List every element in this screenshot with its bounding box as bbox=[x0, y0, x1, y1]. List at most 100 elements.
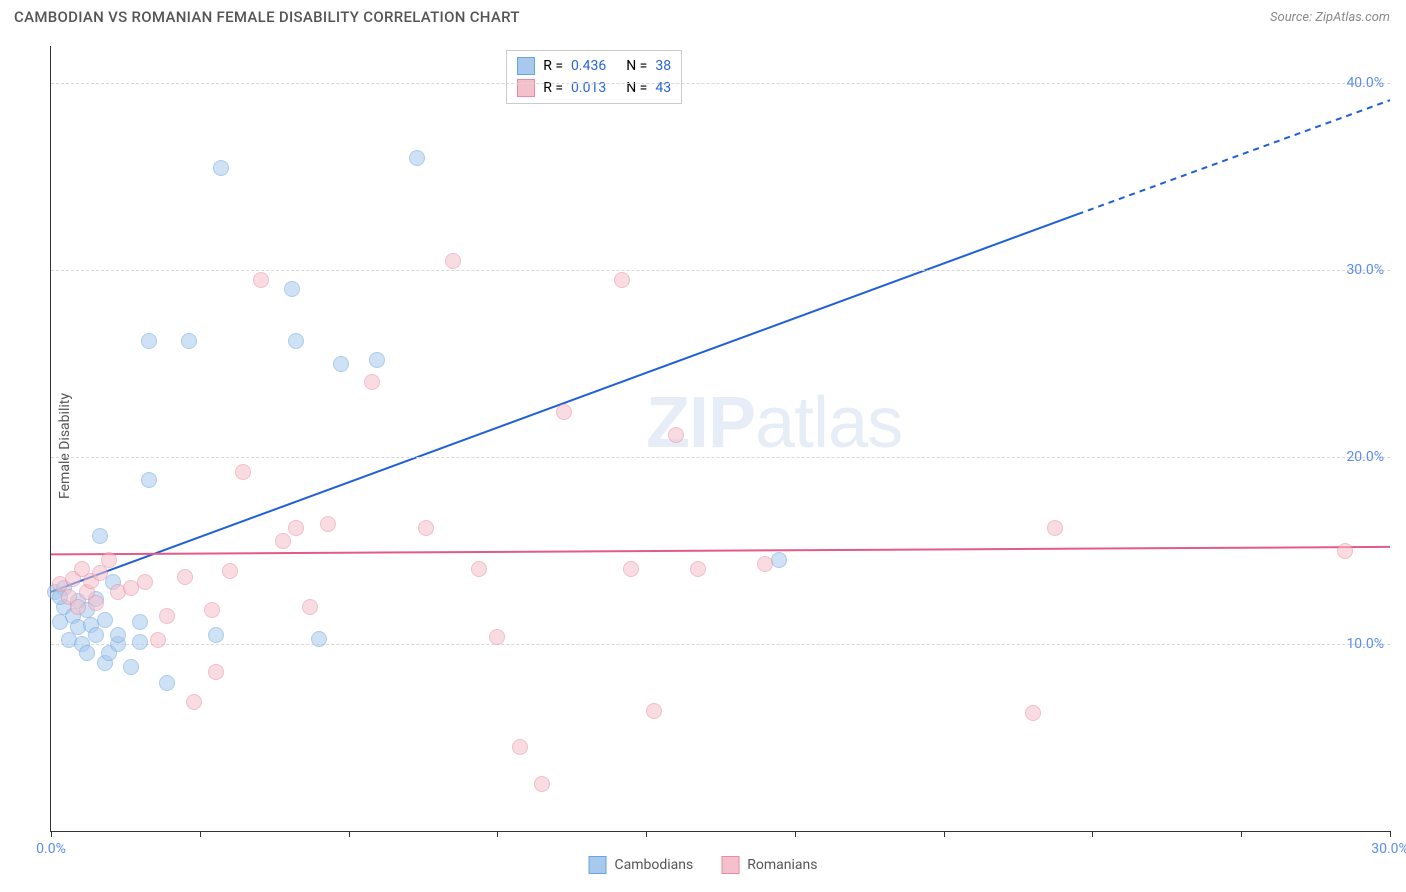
x-tick bbox=[1241, 831, 1242, 837]
scatter-point bbox=[132, 634, 148, 650]
scatter-point bbox=[213, 160, 229, 176]
scatter-point bbox=[97, 612, 113, 628]
y-tick-label: 20.0% bbox=[1346, 449, 1384, 465]
legend-label: Cambodians bbox=[615, 857, 694, 873]
legend-item: Romanians bbox=[721, 856, 817, 874]
gridline bbox=[51, 270, 1390, 271]
x-tick bbox=[497, 831, 498, 837]
scatter-point bbox=[690, 561, 706, 577]
scatter-point bbox=[1047, 520, 1063, 536]
scatter-point bbox=[235, 464, 251, 480]
trend-lines-svg bbox=[51, 46, 1390, 831]
scatter-point bbox=[101, 552, 117, 568]
gridline bbox=[51, 457, 1390, 458]
scatter-point bbox=[646, 703, 662, 719]
scatter-point bbox=[132, 614, 148, 630]
scatter-point bbox=[208, 664, 224, 680]
scatter-point bbox=[1337, 543, 1353, 559]
trend-line bbox=[51, 547, 1390, 554]
scatter-point bbox=[288, 520, 304, 536]
legend-swatch bbox=[517, 79, 535, 97]
watermark-zip: ZIP bbox=[646, 383, 755, 463]
x-tick bbox=[944, 831, 945, 837]
x-tick bbox=[1390, 831, 1391, 837]
scatter-point bbox=[288, 333, 304, 349]
scatter-point bbox=[275, 533, 291, 549]
scatter-point bbox=[150, 632, 166, 648]
chart-source: Source: ZipAtlas.com bbox=[1270, 10, 1390, 25]
y-tick-label: 30.0% bbox=[1346, 262, 1384, 278]
legend-r-value: 0.436 bbox=[571, 58, 606, 74]
scatter-point bbox=[623, 561, 639, 577]
legend-label: Romanians bbox=[747, 857, 817, 873]
y-tick-label: 40.0% bbox=[1346, 75, 1384, 91]
scatter-point bbox=[123, 659, 139, 675]
correlation-legend-row: R = 0.013N = 43 bbox=[517, 77, 671, 99]
x-tick bbox=[200, 831, 201, 837]
series-legend: Cambodians Romanians bbox=[589, 856, 818, 874]
x-tick bbox=[51, 831, 52, 837]
scatter-point bbox=[88, 627, 104, 643]
x-tick bbox=[349, 831, 350, 837]
scatter-point bbox=[177, 569, 193, 585]
scatter-point bbox=[253, 272, 269, 288]
scatter-point bbox=[141, 472, 157, 488]
scatter-point bbox=[614, 272, 630, 288]
scatter-point bbox=[284, 281, 300, 297]
scatter-point bbox=[757, 556, 773, 572]
chart-title: CAMBODIAN VS ROMANIAN FEMALE DISABILITY … bbox=[14, 8, 520, 26]
scatter-point bbox=[771, 552, 787, 568]
scatter-point bbox=[204, 602, 220, 618]
watermark-atlas: atlas bbox=[755, 383, 902, 463]
trend-line-dashed bbox=[1078, 100, 1390, 214]
scatter-point bbox=[534, 776, 550, 792]
scatter-point bbox=[186, 694, 202, 710]
x-tick-label: 30.0% bbox=[1371, 841, 1406, 857]
scatter-point bbox=[208, 627, 224, 643]
y-tick-label: 10.0% bbox=[1346, 636, 1384, 652]
legend-n-value: 38 bbox=[655, 58, 671, 74]
scatter-point bbox=[418, 520, 434, 536]
legend-swatch bbox=[721, 856, 739, 874]
scatter-point bbox=[489, 629, 505, 645]
legend-swatch bbox=[517, 57, 535, 75]
scatter-point bbox=[668, 427, 684, 443]
scatter-point bbox=[1025, 705, 1041, 721]
scatter-point bbox=[181, 333, 197, 349]
scatter-point bbox=[320, 516, 336, 532]
x-tick bbox=[646, 831, 647, 837]
x-tick-label: 0.0% bbox=[36, 841, 66, 857]
scatter-point bbox=[88, 595, 104, 611]
correlation-legend-row: R = 0.436 N = 38 bbox=[517, 55, 671, 77]
legend-n-label: N = bbox=[626, 58, 647, 74]
scatter-point bbox=[302, 599, 318, 615]
scatter-point bbox=[110, 627, 126, 643]
scatter-point bbox=[79, 645, 95, 661]
scatter-point bbox=[409, 150, 425, 166]
scatter-point bbox=[556, 404, 572, 420]
chart-plot-area: ZIPatlas R = 0.436N = 38R = 0.013N = 43 … bbox=[50, 46, 1390, 832]
scatter-point bbox=[333, 356, 349, 372]
scatter-point bbox=[137, 574, 153, 590]
correlation-legend: R = 0.436 N = 38 R = 0.013N = 43 bbox=[506, 50, 682, 104]
legend-item: Cambodians bbox=[589, 856, 694, 874]
scatter-point bbox=[471, 561, 487, 577]
chart-header: CAMBODIAN VS ROMANIAN FEMALE DISABILITY … bbox=[0, 0, 1406, 30]
scatter-point bbox=[222, 563, 238, 579]
scatter-point bbox=[141, 333, 157, 349]
scatter-point bbox=[159, 675, 175, 691]
scatter-point bbox=[512, 739, 528, 755]
x-tick bbox=[795, 831, 796, 837]
gridline bbox=[51, 644, 1390, 645]
scatter-point bbox=[92, 528, 108, 544]
x-tick bbox=[1092, 831, 1093, 837]
scatter-point bbox=[70, 599, 86, 615]
scatter-point bbox=[369, 352, 385, 368]
watermark: ZIPatlas bbox=[646, 382, 902, 464]
scatter-point bbox=[311, 631, 327, 647]
scatter-point bbox=[445, 253, 461, 269]
legend-r-label: R = bbox=[543, 58, 563, 74]
gridline bbox=[51, 83, 1390, 84]
scatter-point bbox=[364, 374, 380, 390]
legend-swatch bbox=[589, 856, 607, 874]
